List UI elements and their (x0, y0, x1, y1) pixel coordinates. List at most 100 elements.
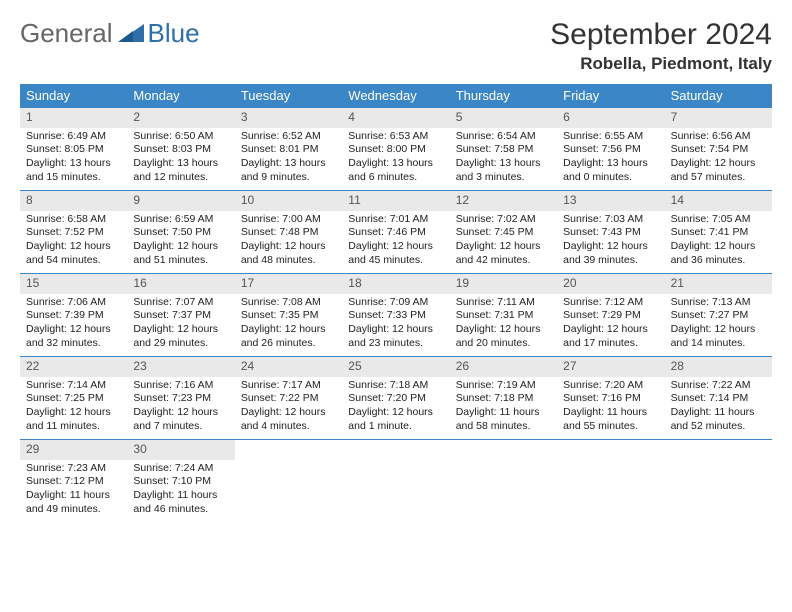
day-number: 25 (342, 357, 449, 377)
day-detail: Sunrise: 6:50 AMSunset: 8:03 PMDaylight:… (127, 128, 234, 189)
title-block: September 2024 Robella, Piedmont, Italy (550, 18, 772, 74)
day-detail: Sunrise: 6:55 AMSunset: 7:56 PMDaylight:… (557, 128, 664, 189)
day-number: 19 (450, 274, 557, 294)
logo-text-1: General (20, 18, 113, 49)
day-detail: Sunrise: 7:09 AMSunset: 7:33 PMDaylight:… (342, 294, 449, 355)
day-number: 26 (450, 357, 557, 377)
day-detail: Sunrise: 7:23 AMSunset: 7:12 PMDaylight:… (20, 460, 127, 521)
calendar-day: 5Sunrise: 6:54 AMSunset: 7:58 PMDaylight… (450, 108, 557, 190)
calendar-day: 9Sunrise: 6:59 AMSunset: 7:50 PMDaylight… (127, 191, 234, 273)
calendar-day: 10Sunrise: 7:00 AMSunset: 7:48 PMDayligh… (235, 191, 342, 273)
day-detail: Sunrise: 7:19 AMSunset: 7:18 PMDaylight:… (450, 377, 557, 438)
day-detail: Sunrise: 6:56 AMSunset: 7:54 PMDaylight:… (665, 128, 772, 189)
calendar-day: 26Sunrise: 7:19 AMSunset: 7:18 PMDayligh… (450, 357, 557, 439)
calendar-day: 16Sunrise: 7:07 AMSunset: 7:37 PMDayligh… (127, 274, 234, 356)
weekday-label: Sunday (20, 84, 127, 107)
calendar-day: 17Sunrise: 7:08 AMSunset: 7:35 PMDayligh… (235, 274, 342, 356)
triangle-icon (118, 18, 144, 49)
calendar-day: 15Sunrise: 7:06 AMSunset: 7:39 PMDayligh… (20, 274, 127, 356)
weekday-label: Thursday (450, 84, 557, 107)
day-number: 17 (235, 274, 342, 294)
day-number: 5 (450, 108, 557, 128)
day-number: 21 (665, 274, 772, 294)
calendar-day: 6Sunrise: 6:55 AMSunset: 7:56 PMDaylight… (557, 108, 664, 190)
calendar-day: 30Sunrise: 7:24 AMSunset: 7:10 PMDayligh… (127, 440, 234, 522)
day-detail: Sunrise: 7:20 AMSunset: 7:16 PMDaylight:… (557, 377, 664, 438)
day-detail: Sunrise: 7:11 AMSunset: 7:31 PMDaylight:… (450, 294, 557, 355)
day-detail: Sunrise: 7:13 AMSunset: 7:27 PMDaylight:… (665, 294, 772, 355)
day-detail: Sunrise: 7:17 AMSunset: 7:22 PMDaylight:… (235, 377, 342, 438)
calendar-day: 20Sunrise: 7:12 AMSunset: 7:29 PMDayligh… (557, 274, 664, 356)
day-number: 11 (342, 191, 449, 211)
day-number: 28 (665, 357, 772, 377)
day-detail: Sunrise: 6:52 AMSunset: 8:01 PMDaylight:… (235, 128, 342, 189)
calendar-day: . (450, 440, 557, 522)
day-detail: Sunrise: 6:54 AMSunset: 7:58 PMDaylight:… (450, 128, 557, 189)
calendar-week: 22Sunrise: 7:14 AMSunset: 7:25 PMDayligh… (20, 356, 772, 439)
day-detail: Sunrise: 7:18 AMSunset: 7:20 PMDaylight:… (342, 377, 449, 438)
day-detail: Sunrise: 7:22 AMSunset: 7:14 PMDaylight:… (665, 377, 772, 438)
day-detail: Sunrise: 7:12 AMSunset: 7:29 PMDaylight:… (557, 294, 664, 355)
day-number: 23 (127, 357, 234, 377)
calendar-week: 15Sunrise: 7:06 AMSunset: 7:39 PMDayligh… (20, 273, 772, 356)
day-detail: Sunrise: 7:07 AMSunset: 7:37 PMDaylight:… (127, 294, 234, 355)
calendar-day: . (665, 440, 772, 522)
weekday-header: Sunday Monday Tuesday Wednesday Thursday… (20, 84, 772, 107)
day-detail: Sunrise: 6:59 AMSunset: 7:50 PMDaylight:… (127, 211, 234, 272)
calendar-day: 24Sunrise: 7:17 AMSunset: 7:22 PMDayligh… (235, 357, 342, 439)
calendar-day: . (557, 440, 664, 522)
calendar-day: 1Sunrise: 6:49 AMSunset: 8:05 PMDaylight… (20, 108, 127, 190)
calendar-day: 19Sunrise: 7:11 AMSunset: 7:31 PMDayligh… (450, 274, 557, 356)
weekday-label: Saturday (665, 84, 772, 107)
header: General Blue September 2024 Robella, Pie… (20, 18, 772, 74)
day-detail: Sunrise: 6:49 AMSunset: 8:05 PMDaylight:… (20, 128, 127, 189)
day-detail: Sunrise: 7:01 AMSunset: 7:46 PMDaylight:… (342, 211, 449, 272)
calendar-week: 29Sunrise: 7:23 AMSunset: 7:12 PMDayligh… (20, 439, 772, 522)
calendar-day: 25Sunrise: 7:18 AMSunset: 7:20 PMDayligh… (342, 357, 449, 439)
day-detail: Sunrise: 7:03 AMSunset: 7:43 PMDaylight:… (557, 211, 664, 272)
day-number: 2 (127, 108, 234, 128)
calendar-day: 29Sunrise: 7:23 AMSunset: 7:12 PMDayligh… (20, 440, 127, 522)
calendar-grid: 1Sunrise: 6:49 AMSunset: 8:05 PMDaylight… (20, 107, 772, 522)
calendar-day: 11Sunrise: 7:01 AMSunset: 7:46 PMDayligh… (342, 191, 449, 273)
calendar-day: 12Sunrise: 7:02 AMSunset: 7:45 PMDayligh… (450, 191, 557, 273)
calendar-day: 22Sunrise: 7:14 AMSunset: 7:25 PMDayligh… (20, 357, 127, 439)
day-number: 30 (127, 440, 234, 460)
calendar-day: . (235, 440, 342, 522)
day-detail: Sunrise: 7:08 AMSunset: 7:35 PMDaylight:… (235, 294, 342, 355)
location: Robella, Piedmont, Italy (550, 54, 772, 74)
logo: General Blue (20, 18, 200, 49)
day-number: 9 (127, 191, 234, 211)
calendar-day: 27Sunrise: 7:20 AMSunset: 7:16 PMDayligh… (557, 357, 664, 439)
calendar-day: 18Sunrise: 7:09 AMSunset: 7:33 PMDayligh… (342, 274, 449, 356)
day-number: 29 (20, 440, 127, 460)
weekday-label: Wednesday (342, 84, 449, 107)
calendar-day: 14Sunrise: 7:05 AMSunset: 7:41 PMDayligh… (665, 191, 772, 273)
day-detail: Sunrise: 7:00 AMSunset: 7:48 PMDaylight:… (235, 211, 342, 272)
day-number: 14 (665, 191, 772, 211)
calendar-day: 23Sunrise: 7:16 AMSunset: 7:23 PMDayligh… (127, 357, 234, 439)
day-number: 15 (20, 274, 127, 294)
day-number: 10 (235, 191, 342, 211)
weekday-label: Friday (557, 84, 664, 107)
day-number: 18 (342, 274, 449, 294)
day-number: 12 (450, 191, 557, 211)
calendar-week: 1Sunrise: 6:49 AMSunset: 8:05 PMDaylight… (20, 107, 772, 190)
logo-text-2: Blue (148, 18, 200, 49)
day-number: 4 (342, 108, 449, 128)
day-detail: Sunrise: 7:05 AMSunset: 7:41 PMDaylight:… (665, 211, 772, 272)
day-number: 24 (235, 357, 342, 377)
day-detail: Sunrise: 7:24 AMSunset: 7:10 PMDaylight:… (127, 460, 234, 521)
day-number: 6 (557, 108, 664, 128)
day-number: 8 (20, 191, 127, 211)
day-number: 3 (235, 108, 342, 128)
day-number: 27 (557, 357, 664, 377)
calendar-day: 2Sunrise: 6:50 AMSunset: 8:03 PMDaylight… (127, 108, 234, 190)
day-number: 13 (557, 191, 664, 211)
calendar-week: 8Sunrise: 6:58 AMSunset: 7:52 PMDaylight… (20, 190, 772, 273)
day-detail: Sunrise: 7:06 AMSunset: 7:39 PMDaylight:… (20, 294, 127, 355)
day-detail: Sunrise: 7:14 AMSunset: 7:25 PMDaylight:… (20, 377, 127, 438)
day-detail: Sunrise: 6:58 AMSunset: 7:52 PMDaylight:… (20, 211, 127, 272)
calendar-day: . (342, 440, 449, 522)
calendar-day: 4Sunrise: 6:53 AMSunset: 8:00 PMDaylight… (342, 108, 449, 190)
